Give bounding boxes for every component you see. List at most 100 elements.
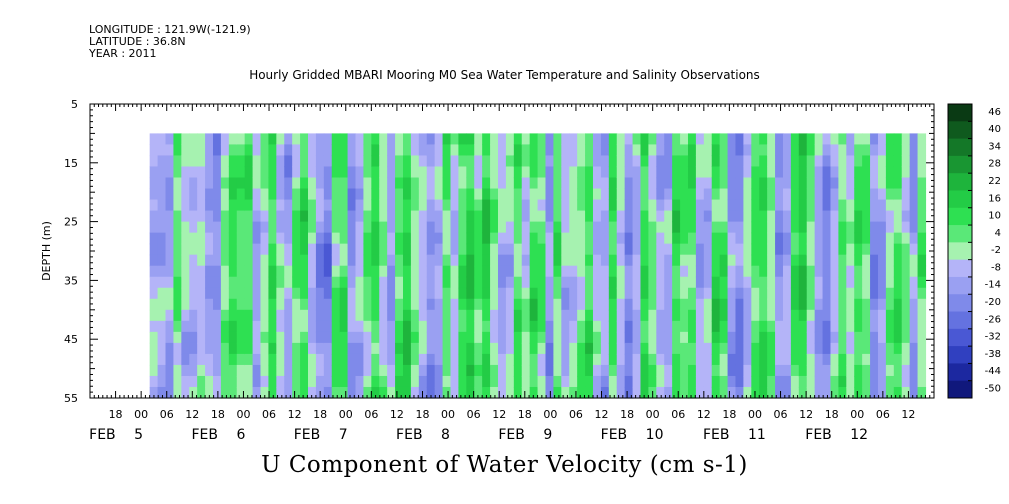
heatmap-cell <box>838 221 847 234</box>
heatmap-cell <box>205 221 214 234</box>
heatmap-cell <box>228 166 238 179</box>
heatmap-cell <box>181 364 190 377</box>
heatmap-cell <box>458 199 467 212</box>
heatmap-cell <box>513 166 523 179</box>
heatmap-cell <box>387 276 396 289</box>
heatmap-cell <box>379 133 388 146</box>
heatmap-cell <box>347 364 357 377</box>
heatmap-cell <box>521 221 531 234</box>
heatmap-cell <box>268 320 277 333</box>
heatmap-cell <box>632 298 642 311</box>
heatmap-cell <box>814 298 824 311</box>
heatmap-cell <box>482 276 491 289</box>
heatmap-cell <box>640 342 650 355</box>
heatmap-cell <box>244 265 254 278</box>
heatmap-cell <box>497 177 507 190</box>
heatmap-cell <box>664 254 673 267</box>
heatmap-cell <box>687 243 697 256</box>
x-date-month: FEB <box>601 427 628 443</box>
heatmap-cell <box>830 375 839 388</box>
heatmap-cell <box>395 276 404 289</box>
heatmap-cell <box>213 342 222 355</box>
heatmap-cell <box>403 166 412 179</box>
heatmap-cell <box>608 144 618 157</box>
heatmap-cell <box>711 309 721 322</box>
heatmap-cell <box>220 342 230 355</box>
heatmap-cell <box>426 243 436 256</box>
heatmap-cell <box>561 243 570 256</box>
colorbar-label: -38 <box>985 349 1001 360</box>
heatmap-cell <box>363 199 372 212</box>
heatmap-cell <box>917 221 927 234</box>
heatmap-cell <box>711 342 721 355</box>
heatmap-cell <box>149 287 159 300</box>
heatmap-cell <box>585 353 594 366</box>
heatmap-cell <box>537 287 547 300</box>
heatmap-cell <box>213 133 222 146</box>
heatmap-cell <box>711 144 721 157</box>
heatmap-cell <box>387 353 396 366</box>
heatmap-cell <box>790 166 800 179</box>
heatmap-cell <box>308 199 317 212</box>
heatmap-cell <box>616 331 626 344</box>
heatmap-cell <box>711 133 721 146</box>
heatmap-cell <box>403 232 412 245</box>
heatmap-cell <box>220 353 230 366</box>
heatmap-cell <box>458 133 467 146</box>
heatmap-cell <box>830 309 839 322</box>
heatmap-cell <box>458 177 467 190</box>
heatmap-cell <box>189 287 198 300</box>
heatmap-cell <box>909 342 919 355</box>
heatmap-cell <box>854 199 863 212</box>
heatmap-cell <box>403 254 412 267</box>
heatmap-cell <box>395 188 404 201</box>
heatmap-cell <box>862 177 871 190</box>
heatmap-cell <box>695 309 705 322</box>
heatmap-cell <box>418 265 428 278</box>
heatmap-cell <box>838 320 847 333</box>
heatmap-cell <box>236 243 246 256</box>
heatmap-cell <box>885 188 895 201</box>
heatmap-cell <box>672 199 681 212</box>
heatmap-cell <box>838 375 847 388</box>
heatmap-cell <box>735 254 744 267</box>
heatmap-cell <box>862 375 871 388</box>
heatmap-cell <box>371 177 380 190</box>
heatmap-cell <box>672 320 681 333</box>
heatmap-cell <box>268 210 277 223</box>
heatmap-cell <box>577 210 586 223</box>
heatmap-cell <box>743 375 752 388</box>
heatmap-cell <box>410 243 420 256</box>
heatmap-cell <box>600 309 610 322</box>
heatmap-cell <box>371 342 380 355</box>
heatmap-cell <box>664 320 673 333</box>
heatmap-cell <box>830 287 839 300</box>
heatmap-cell <box>363 221 372 234</box>
heatmap-cell <box>189 265 198 278</box>
heatmap-cell <box>220 177 230 190</box>
heatmap-cell <box>331 298 341 311</box>
heatmap-cell <box>680 386 689 399</box>
heatmap-cell <box>585 133 594 146</box>
heatmap-cell <box>545 254 555 267</box>
heatmap-cell <box>252 144 262 157</box>
heatmap-cell <box>822 188 832 201</box>
heatmap-cell <box>197 210 206 223</box>
heatmap-cell <box>466 386 475 399</box>
heatmap-cell <box>751 210 760 223</box>
heatmap-cell <box>363 320 372 333</box>
heatmap-cell <box>727 232 737 245</box>
heatmap-cell <box>735 155 744 168</box>
heatmap-cell <box>268 331 277 344</box>
heatmap-cell <box>885 331 895 344</box>
heatmap-cell <box>228 309 238 322</box>
heatmap-cell <box>672 243 681 256</box>
heatmap-cell <box>600 276 610 289</box>
heatmap-cell <box>703 133 713 146</box>
heatmap-cell <box>577 342 586 355</box>
heatmap-cell <box>640 276 650 289</box>
heatmap-cell <box>672 353 681 366</box>
heatmap-cell <box>743 309 752 322</box>
heatmap-cell <box>585 276 594 289</box>
heatmap-cell <box>521 364 531 377</box>
